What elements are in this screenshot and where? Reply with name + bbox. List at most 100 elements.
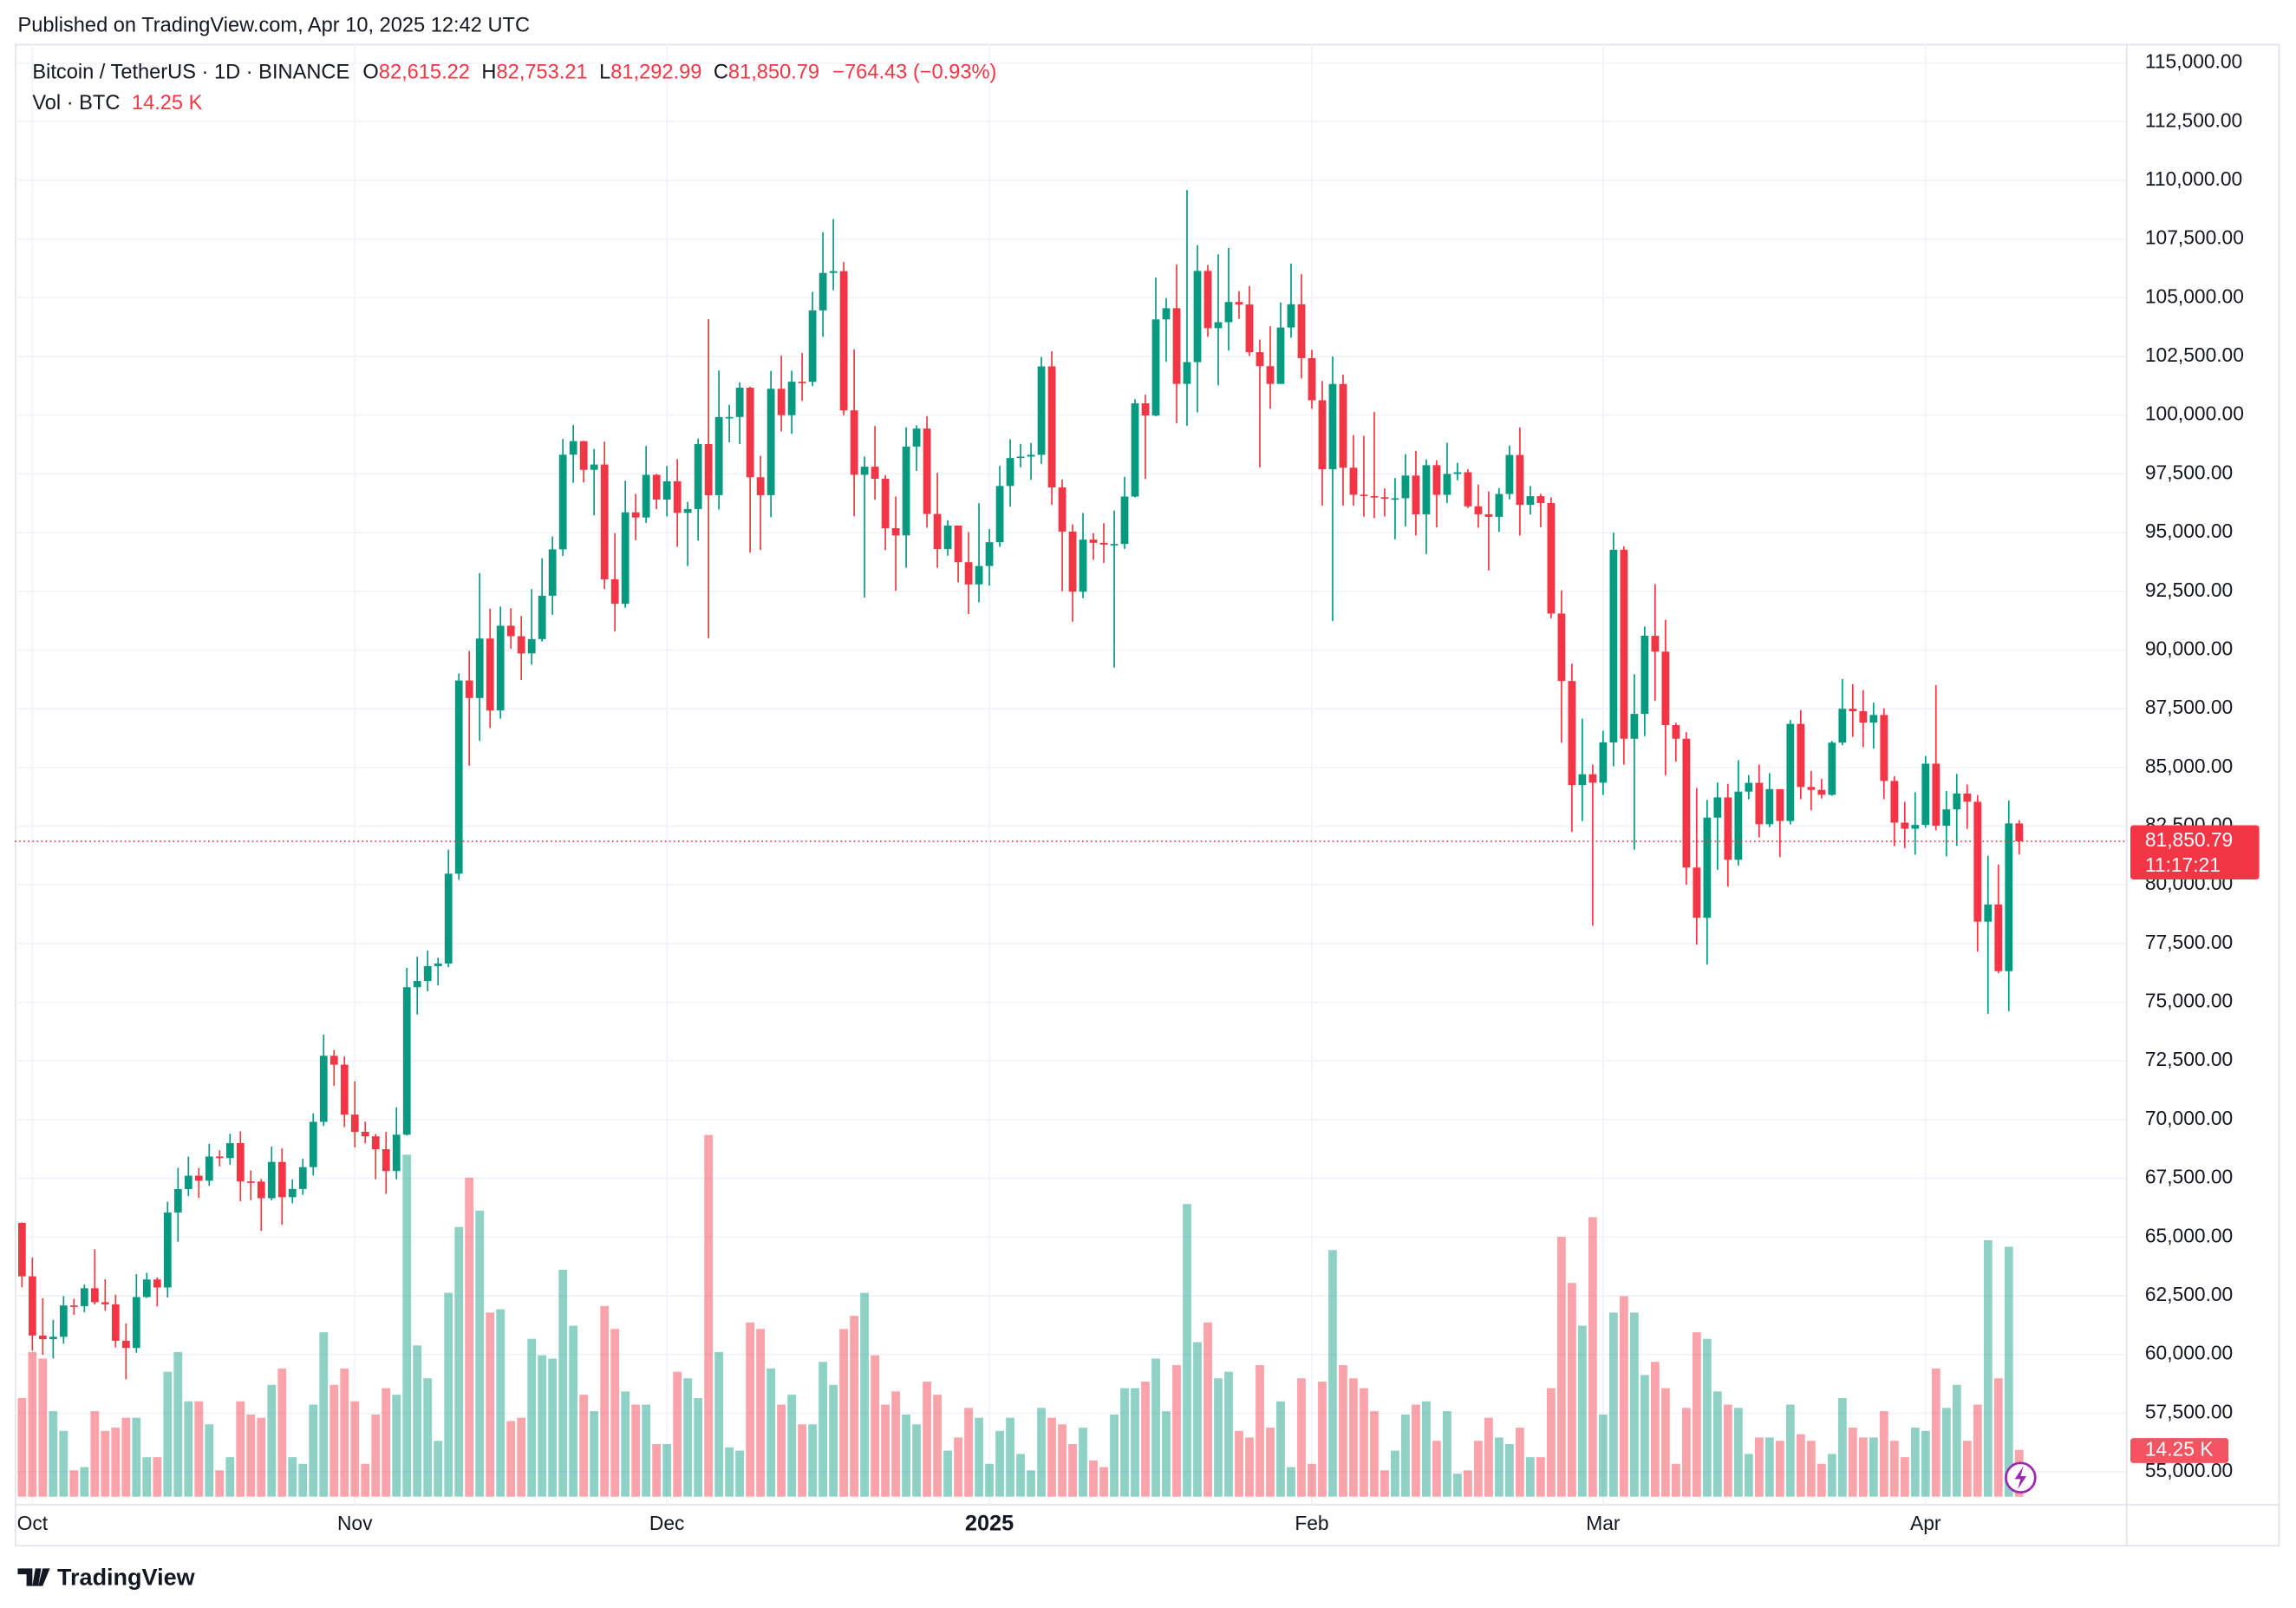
volume-bar <box>1671 1463 1680 1497</box>
candle-layer <box>17 190 2024 1380</box>
candle-body <box>1817 789 1826 795</box>
alert-icon[interactable] <box>2005 1461 2037 1494</box>
candle-body <box>1214 322 1223 329</box>
volume-bar <box>1608 1312 1618 1497</box>
candle-body <box>267 1161 276 1199</box>
candle-body <box>423 965 432 982</box>
volume-axis-label: 14.25 K <box>2145 1438 2214 1461</box>
volume-bar <box>1183 1204 1191 1497</box>
volume-bar <box>1640 1375 1649 1497</box>
volume-bar <box>392 1395 401 1497</box>
alert-bolt <box>2014 1466 2027 1490</box>
candle-body <box>1266 366 1275 384</box>
volume-bar <box>1598 1414 1608 1497</box>
candle-body <box>1880 715 1888 781</box>
chart-frame <box>15 43 2280 1547</box>
candle-body <box>558 454 567 550</box>
volume-bar <box>1973 1404 1982 1497</box>
candle-body <box>153 1279 161 1288</box>
candle-body <box>1786 723 1795 821</box>
y-tick-label: 60,000.00 <box>2145 1342 2233 1364</box>
symbol-title: Bitcoin / TetherUS · 1D · BINANCE <box>32 62 349 84</box>
candle-body <box>1838 709 1847 743</box>
candle-body <box>1016 456 1025 459</box>
volume-bar <box>329 1384 339 1497</box>
y-tick-label: 57,500.00 <box>2145 1400 2233 1422</box>
candle-body <box>1089 539 1098 543</box>
y-tick-label: 75,000.00 <box>2145 990 2233 1012</box>
volume-bar <box>49 1411 58 1497</box>
candle-body <box>288 1188 297 1198</box>
ohlc-key: H <box>481 62 496 84</box>
volume-bar <box>1037 1408 1046 1497</box>
candle-body <box>1661 651 1670 726</box>
volume-bar <box>1464 1470 1472 1497</box>
volume-bar <box>1193 1342 1202 1497</box>
volume-bar <box>1536 1457 1545 1497</box>
volume-bar <box>486 1312 495 1497</box>
candle-body <box>1745 782 1753 792</box>
volume-bar <box>454 1226 464 1497</box>
candle-body <box>434 963 442 966</box>
volume-bar <box>1380 1470 1389 1497</box>
candle-body <box>975 565 983 585</box>
candle-body <box>1568 681 1576 786</box>
candle-body <box>1380 497 1389 499</box>
candle-body <box>569 441 577 455</box>
volume-bar <box>798 1424 807 1497</box>
volume-layer <box>17 1134 2024 1497</box>
candle-body <box>808 310 817 382</box>
volume-bar <box>340 1368 349 1497</box>
volume-bar <box>652 1444 662 1497</box>
volume-bar <box>121 1417 131 1497</box>
candle-body <box>506 625 515 637</box>
volume-bar <box>1349 1378 1358 1497</box>
y-tick-label: 70,000.00 <box>2145 1107 2233 1129</box>
volume-bar <box>1141 1381 1150 1497</box>
candle-body <box>933 513 942 550</box>
candle-body <box>694 444 702 509</box>
candle-body <box>985 542 994 566</box>
volume-bar <box>28 1351 37 1497</box>
candle-body <box>1901 822 1909 829</box>
volume-bar <box>662 1444 672 1497</box>
volume-bar <box>288 1457 297 1497</box>
candle-body <box>1370 495 1379 498</box>
candle-body <box>1027 454 1035 457</box>
candle-body <box>1609 549 1618 742</box>
y-tick-label: 85,000.00 <box>2145 755 2233 777</box>
volume-bar <box>902 1414 910 1497</box>
candle-body <box>1994 904 2003 971</box>
candle-body <box>298 1167 307 1189</box>
candle-body <box>860 467 869 475</box>
candle-body <box>943 525 952 550</box>
candle-body <box>132 1297 140 1349</box>
volume-bar <box>1079 1428 1087 1497</box>
candle-body <box>756 477 765 495</box>
volume-bar <box>1495 1437 1503 1497</box>
candle-body <box>1776 788 1784 821</box>
volume-bar <box>891 1391 900 1497</box>
volume-bar <box>69 1470 79 1497</box>
volume-bar <box>1796 1434 1805 1497</box>
volume-bar <box>298 1463 308 1497</box>
volume-bar <box>1827 1454 1836 1497</box>
volume-bar <box>1650 1362 1660 1497</box>
candle-body <box>1245 304 1254 353</box>
volume-bar <box>444 1292 453 1497</box>
candle-body <box>1297 304 1306 358</box>
candle-body <box>1693 867 1701 918</box>
candle-body <box>215 1156 224 1159</box>
candle-body <box>1578 774 1587 786</box>
y-tick-label: 77,500.00 <box>2145 931 2233 953</box>
candle-body <box>1276 327 1285 384</box>
volume-bar <box>215 1470 225 1497</box>
volume-bar <box>496 1309 506 1497</box>
volume-bar <box>631 1404 641 1497</box>
candle-body <box>714 416 723 495</box>
candle-body <box>704 444 713 495</box>
volume-bar <box>1256 1365 1264 1497</box>
volume-bar <box>839 1329 849 1497</box>
candle-body <box>1141 403 1150 416</box>
y-tick-label: 115,000.00 <box>2145 50 2242 73</box>
